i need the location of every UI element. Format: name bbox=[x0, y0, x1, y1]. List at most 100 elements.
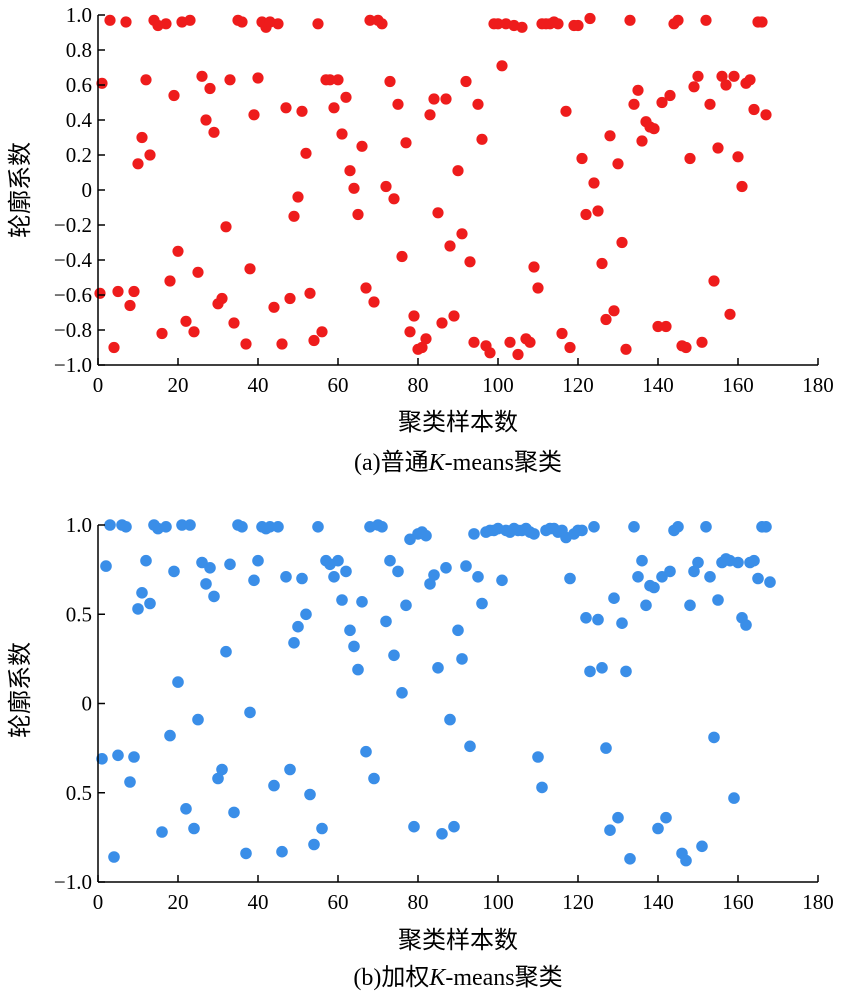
y-axis-label-b: 轮廓系数 bbox=[7, 642, 34, 738]
data-point bbox=[404, 326, 416, 338]
data-point bbox=[160, 18, 172, 30]
data-point bbox=[656, 96, 668, 109]
data-point bbox=[684, 599, 696, 612]
data-point bbox=[380, 615, 392, 628]
data-point bbox=[652, 320, 664, 333]
data-point bbox=[340, 91, 352, 103]
data-point bbox=[612, 158, 624, 170]
data-point bbox=[440, 93, 452, 105]
data-point bbox=[120, 16, 132, 28]
data-point bbox=[684, 152, 696, 165]
data-point bbox=[272, 521, 284, 533]
caption-b: (b)加权K-means聚类 bbox=[353, 964, 562, 991]
data-point bbox=[432, 207, 444, 219]
data-point bbox=[276, 845, 288, 858]
data-point bbox=[376, 521, 388, 533]
data-point bbox=[140, 554, 152, 567]
data-point bbox=[728, 70, 740, 82]
data-point bbox=[308, 334, 320, 347]
data-point bbox=[236, 521, 248, 533]
data-point bbox=[516, 21, 528, 33]
data-point bbox=[252, 72, 264, 84]
data-point bbox=[224, 74, 236, 86]
data-point bbox=[96, 77, 108, 89]
data-point bbox=[128, 751, 140, 763]
data-point bbox=[284, 763, 296, 776]
y-tick-label: 0.4 bbox=[66, 108, 93, 132]
data-point bbox=[252, 554, 264, 567]
data-point bbox=[580, 612, 592, 624]
data-point bbox=[620, 343, 632, 355]
data-point bbox=[388, 649, 400, 662]
data-point bbox=[680, 341, 692, 354]
y-tick-label: −0.6 bbox=[54, 283, 92, 307]
data-point bbox=[476, 133, 488, 145]
data-point bbox=[456, 653, 468, 665]
data-point bbox=[420, 529, 432, 542]
y-tick-label: −0.8 bbox=[54, 318, 92, 342]
data-point bbox=[136, 587, 148, 599]
data-point bbox=[396, 250, 408, 263]
data-point bbox=[640, 599, 652, 612]
data-point bbox=[336, 128, 348, 140]
data-point bbox=[612, 811, 624, 824]
y-tick-label: −0.4 bbox=[54, 248, 93, 272]
y-ticks-a: −1.0 −0.8 −0.6 −0.4 −0.2 0 0.2 0.4 0.6 0.8 1.0 bbox=[54, 3, 105, 377]
data-point bbox=[760, 521, 772, 533]
data-point bbox=[164, 275, 176, 287]
data-point bbox=[604, 130, 616, 142]
data-point bbox=[592, 205, 604, 217]
data-point bbox=[192, 266, 204, 278]
data-point bbox=[332, 554, 344, 567]
data-point bbox=[228, 317, 240, 329]
data-point bbox=[288, 637, 300, 649]
data-point bbox=[120, 521, 132, 533]
data-point bbox=[376, 18, 388, 30]
data-point bbox=[408, 820, 420, 833]
x-axis-label-b: 聚类样本数 bbox=[398, 927, 518, 954]
data-point bbox=[460, 75, 472, 88]
data-point bbox=[196, 70, 208, 82]
caption-b-prefix: (b)加权 bbox=[353, 964, 429, 991]
data-point bbox=[168, 89, 180, 102]
data-point bbox=[428, 569, 440, 581]
data-point bbox=[216, 763, 228, 776]
data-point bbox=[620, 665, 632, 678]
data-point bbox=[308, 838, 320, 851]
data-point bbox=[384, 554, 396, 567]
data-point bbox=[704, 98, 716, 110]
data-point bbox=[416, 341, 428, 354]
data-point bbox=[492, 18, 504, 30]
caption-a-prefix: (a)普通 bbox=[354, 449, 429, 476]
data-point bbox=[224, 558, 236, 571]
data-point bbox=[312, 521, 324, 533]
data-point bbox=[648, 123, 660, 135]
data-point bbox=[440, 562, 452, 574]
data-point bbox=[176, 519, 188, 531]
data-point bbox=[512, 348, 524, 361]
data-point bbox=[596, 257, 608, 270]
data-point bbox=[432, 662, 444, 674]
data-point bbox=[692, 70, 704, 82]
data-point bbox=[104, 14, 116, 26]
x-tick-label: 60 bbox=[328, 373, 349, 397]
data-point bbox=[316, 822, 328, 835]
data-point bbox=[112, 749, 124, 762]
x-tick-label: 80 bbox=[408, 373, 429, 397]
data-point bbox=[324, 74, 336, 86]
data-point bbox=[128, 285, 140, 298]
data-point bbox=[424, 109, 436, 121]
data-point bbox=[452, 165, 464, 177]
data-point bbox=[712, 142, 724, 154]
data-point bbox=[96, 753, 108, 765]
data-point bbox=[536, 781, 548, 794]
data-point bbox=[472, 571, 484, 583]
data-point bbox=[388, 193, 400, 205]
y-tick-label: 0.5 bbox=[66, 781, 92, 805]
x-tick-label: 20 bbox=[168, 373, 189, 397]
data-point bbox=[528, 261, 540, 273]
data-point bbox=[664, 565, 676, 578]
data-point bbox=[292, 191, 304, 203]
data-point bbox=[452, 624, 464, 637]
